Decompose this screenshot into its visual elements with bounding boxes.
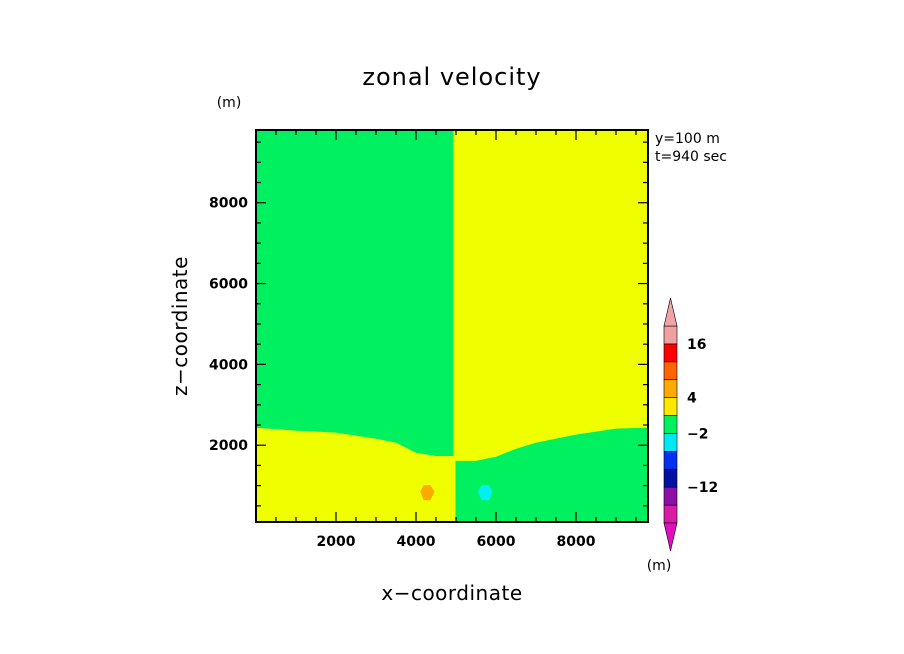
colorbar-swatch	[663, 361, 678, 381]
colorbar-swatch	[663, 468, 678, 488]
colorbar-swatch	[663, 486, 678, 506]
y-tick-label: 2000	[209, 438, 248, 454]
y-unit-label: (m)	[217, 95, 242, 111]
colorbar-swatch	[663, 504, 678, 524]
y-tick-label: 8000	[209, 196, 248, 212]
y-axis-title: z−coordinate	[168, 256, 192, 396]
colorbar-label: 4	[687, 391, 697, 407]
colorbar-swatch	[663, 343, 678, 363]
colorbar-swatch	[663, 379, 678, 398]
contour-regions	[255, 129, 649, 523]
colorbar-unit-label: (m)	[647, 558, 672, 574]
axis-ticks: 2000 4000 6000 8000 2000 4000 6000 8000	[209, 130, 648, 550]
colorbar-swatch	[663, 415, 678, 434]
y-tick-label: 4000	[209, 357, 248, 373]
region-upper-right-yellow	[453, 129, 649, 462]
x-tick-label: 4000	[397, 534, 436, 550]
colorbar-label: 16	[687, 337, 706, 353]
plot-frame	[255, 129, 649, 523]
x-axis-title: x−coordinate	[381, 581, 522, 605]
colorbar-swatch	[663, 451, 678, 470]
region-cyan-blob	[477, 485, 493, 501]
colorbar-swatch	[663, 325, 678, 345]
colorbar-lower-arrow	[663, 522, 678, 552]
x-tick-label: 8000	[557, 534, 596, 550]
colorbar-label: −12	[687, 480, 718, 496]
x-tick-label: 2000	[317, 534, 356, 550]
colorbar: 16 4 −2 −12	[663, 297, 718, 552]
chart-title: zonal velocity	[362, 63, 541, 91]
y-tick-label: 6000	[209, 277, 248, 293]
info-line-2: t=940 sec	[655, 149, 727, 165]
colorbar-upper-arrow	[663, 297, 678, 327]
colorbar-swatch	[663, 397, 678, 416]
colorbar-label: −2	[687, 426, 708, 442]
region-orange-blob	[420, 485, 435, 501]
region-upper-left-green	[255, 129, 455, 457]
colorbar-swatch	[663, 433, 678, 452]
region-lower-right-green	[455, 427, 649, 523]
info-line-1: y=100 m	[655, 131, 720, 147]
x-tick-label: 6000	[477, 534, 516, 550]
